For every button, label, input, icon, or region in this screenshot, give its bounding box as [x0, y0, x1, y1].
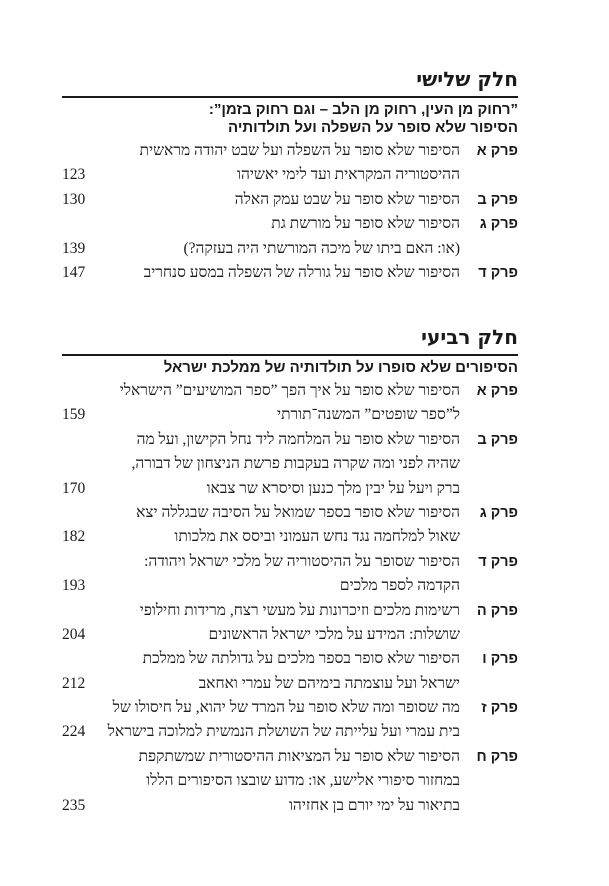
page-number: 170 — [62, 479, 86, 497]
toc-entry[interactable]: פרק ג הסיפור שלא סופר בספר שמואל על הסיבה… — [62, 501, 518, 550]
toc-line: פרק ג הסיפור שלא סופר על מורשת גת — [62, 212, 518, 236]
page-number: 123 — [62, 166, 86, 184]
page-number: 224 — [62, 723, 86, 741]
toc-entry[interactable]: פרק ג הסיפור שלא סופר על מורשת גת (או: האם… — [62, 212, 518, 261]
chapter-title-line: הסיפור שלא סופר על המלחמה ליד נחל הקישון… — [136, 430, 460, 448]
toc-line: ל”ספר שופטים” המשנה־תורתי 159 — [62, 403, 518, 427]
chapter-list: פרק א הסיפור שלא סופר על השפלה ועל שבט יה… — [62, 139, 518, 285]
toc-line: שהיה לפני ומה שקרה בעקבות פרשת הניצחון ש… — [62, 452, 518, 476]
page-number: 193 — [62, 577, 86, 595]
chapter-title-line: הסיפור שלא סופר על מורשת גת — [271, 215, 460, 233]
chapter-title-line: שושלות: המידע על מלכי ישראל הראשונים — [208, 625, 460, 643]
chapter-label: פרק ג — [479, 216, 518, 233]
toc-line: פרק ב הסיפור שלא סופר על שבט עמק האלה 130 — [62, 188, 518, 212]
toc-line: פרק ד הסיפור שלא סופר על גורלה של השפלה ב… — [62, 261, 518, 285]
toc-entry[interactable]: פרק ד הסיפור שלא סופר על גורלה של השפלה ב… — [62, 261, 518, 285]
toc-line: ברק ויעל על יבין מלך כנען וסיסרא שר צבאו… — [62, 477, 518, 501]
chapter-title-line: בית עמרי ועל עלייתה של השושלת הנמשית למל… — [107, 723, 460, 741]
chapter-title-line: הסיפור שלא סופר בספר מלכים על גדולתה של … — [142, 650, 460, 668]
toc-entry[interactable]: פרק ו הסיפור שלא סופר בספר מלכים על גדולת… — [62, 647, 518, 696]
part-subtitle: ”רחוק מן העין, רחוק מן הלב – וגם רחוק בז… — [62, 101, 518, 137]
part-three: חלק שלישי ”רחוק מן העין, רחוק מן הלב – וג… — [62, 64, 518, 285]
toc-line: שאול למלחמה נגד נחש העמוני וביסס את מלכו… — [62, 525, 518, 549]
toc-line: ההיסטוריה המקראית ועד לימי יאשיהו 123 — [62, 163, 518, 187]
chapter-title-line: הסיפור שלא סופר על שבט עמק האלה — [234, 190, 460, 208]
page-number: 212 — [62, 674, 86, 692]
divider-rule — [62, 96, 518, 98]
page-number: 130 — [62, 190, 86, 208]
toc-entry[interactable]: פרק ב הסיפור שלא סופר על המלחמה ליד נחל ה… — [62, 428, 518, 501]
chapter-label: פרק ב — [477, 191, 518, 208]
toc-entry[interactable]: פרק א הסיפור שלא סופר על השפלה ועל שבט יה… — [62, 139, 518, 188]
page-number: 182 — [62, 528, 86, 546]
toc-line: בית עמרי ועל עלייתה של השושלת הנמשית למל… — [62, 720, 518, 744]
chapter-title-line: הסיפור שסופר על ההיסטוריה של מלכי ישראל … — [144, 552, 460, 570]
toc-line: פרק ז מה שסופר ומה שלא סופר על המרד של יה… — [62, 696, 518, 720]
page-number: 159 — [62, 406, 86, 424]
toc-entry[interactable]: פרק ב הסיפור שלא סופר על שבט עמק האלה 130 — [62, 188, 518, 212]
toc-line: שושלות: המידע על מלכי ישראל הראשונים 204 — [62, 623, 518, 647]
toc-line: פרק ה רשימות מלכים וזיכרונות על מעשי רצח,… — [62, 599, 518, 623]
chapter-title-line: שאול למלחמה נגד נחש העמוני וביסס את מלכו… — [174, 528, 460, 546]
chapter-title-line: (או: האם ביתו של מיכה המורשתי היה בעזקה?… — [183, 239, 460, 257]
chapter-title-line: הסיפור שלא סופר על גורלה של השפלה במסע ס… — [143, 263, 460, 281]
chapter-title-line: בתיאור על ימי יורם בן אחזיהו — [288, 796, 460, 814]
toc-line: פרק א הסיפור שלא סופר על איך הפך ”ספר המו… — [62, 379, 518, 403]
chapter-title-line: ל”ספר שופטים” המשנה־תורתי — [277, 406, 460, 424]
chapter-title-line: הסיפור שלא סופר בספר שמואל על הסיבה שבגל… — [136, 503, 460, 521]
chapter-title-line: ברק ויעל על יבין מלך כנען וסיסרא שר צבאו — [206, 479, 460, 497]
chapter-title-line: הסיפור שלא סופר על המציאות ההיסטורית שמש… — [138, 747, 460, 765]
subtitle-line: הסיפור שלא סופר על השפלה ועל תולדותיה — [228, 119, 518, 136]
subtitle-line: ”רחוק מן העין, רחוק מן הלב – וגם רחוק בז… — [208, 101, 518, 118]
chapter-title-line: הקדמה לספר מלכים — [339, 577, 460, 595]
toc-line: פרק ג הסיפור שלא סופר בספר שמואל על הסיבה… — [62, 501, 518, 525]
toc-line: פרק ו הסיפור שלא סופר בספר מלכים על גדולת… — [62, 647, 518, 671]
chapter-list: פרק א הסיפור שלא סופר על איך הפך ”ספר המו… — [62, 379, 518, 818]
toc-line: פרק ב הסיפור שלא סופר על המלחמה ליד נחל ה… — [62, 428, 518, 452]
page-number: 147 — [62, 263, 86, 281]
chapter-label: פרק ז — [481, 700, 518, 717]
chapter-title-line: הסיפור שלא סופר על איך הפך ”ספר המושיעים… — [119, 382, 460, 399]
chapter-label: פרק א — [476, 143, 518, 159]
part-subtitle: הסיפורים שלא סופרו על תולדותיה של ממלכת … — [62, 359, 518, 377]
chapter-title-line: במחזור סיפורי אלישע, או: מדוע שובצו הסיפ… — [146, 772, 460, 790]
chapter-label: פרק ו — [482, 651, 518, 668]
toc-line: הקדמה לספר מלכים 193 — [62, 574, 518, 598]
part-four: חלק רביעי הסיפורים שלא סופרו על תולדותיה … — [62, 322, 518, 818]
page-number: 235 — [62, 796, 86, 814]
chapter-label: פרק ד — [478, 553, 518, 570]
toc-line: במחזור סיפורי אלישע, או: מדוע שובצו הסיפ… — [62, 769, 518, 793]
toc-entry[interactable]: פרק א הסיפור שלא סופר על איך הפך ”ספר המו… — [62, 379, 518, 428]
toc-line: פרק ח הסיפור שלא סופר על המציאות ההיסטורי… — [62, 745, 518, 769]
toc-entry[interactable]: פרק ז מה שסופר ומה שלא סופר על המרד של יה… — [62, 696, 518, 745]
chapter-title-line: מה שסופר ומה שלא סופר על המרד של יהוא, ע… — [112, 699, 460, 717]
toc-line: פרק ד הסיפור שסופר על ההיסטוריה של מלכי י… — [62, 550, 518, 574]
chapter-label: פרק ב — [477, 431, 518, 448]
chapter-title-line: רשימות מלכים וזיכרונות על מעשי רצח, מריד… — [139, 601, 460, 619]
chapter-label: פרק א — [476, 383, 518, 399]
chapter-label: פרק ג — [479, 504, 518, 521]
toc-line: (או: האם ביתו של מיכה המורשתי היה בעזקה?… — [62, 237, 518, 261]
part-title: חלק שלישי — [416, 67, 518, 91]
divider-rule — [62, 354, 518, 356]
toc-entry[interactable]: פרק ה רשימות מלכים וזיכרונות על מעשי רצח,… — [62, 599, 518, 648]
toc-line: ישראל ועל עוצמתה בימיהם של עמרי ואחאב 212 — [62, 672, 518, 696]
toc-line: פרק א הסיפור שלא סופר על השפלה ועל שבט יה… — [62, 139, 518, 163]
page-number: 139 — [62, 239, 86, 257]
toc-entry[interactable]: פרק ח הסיפור שלא סופר על המציאות ההיסטורי… — [62, 745, 518, 818]
toc-entry[interactable]: פרק ד הסיפור שסופר על ההיסטוריה של מלכי י… — [62, 550, 518, 599]
chapter-label: פרק ח — [476, 748, 518, 765]
chapter-title-line: ישראל ועל עוצמתה בימיהם של עמרי ואחאב — [198, 674, 460, 692]
chapter-title-line: הסיפור שלא סופר על השפלה ועל שבט יהודה מ… — [139, 142, 460, 159]
subtitle-line: הסיפורים שלא סופרו על תולדותיה של ממלכת … — [163, 359, 518, 376]
page-number: 204 — [62, 625, 86, 643]
chapter-label: פרק ה — [476, 602, 518, 619]
part-title: חלק רביעי — [421, 325, 518, 349]
toc-line: בתיאור על ימי יורם בן אחזיהו 235 — [62, 794, 518, 818]
chapter-title-line: שהיה לפני ומה שקרה בעקבות פרשת הניצחון ש… — [131, 455, 460, 473]
chapter-title-line: ההיסטוריה המקראית ועד לימי יאשיהו — [236, 166, 460, 184]
chapter-label: פרק ד — [478, 264, 518, 281]
